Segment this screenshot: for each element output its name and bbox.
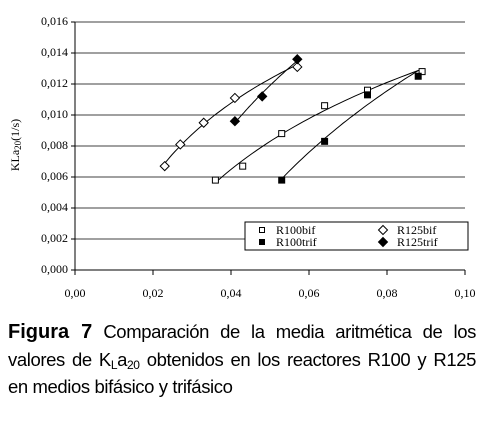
- x-tick-label: 0,06: [299, 286, 320, 300]
- caption-text: a: [117, 349, 127, 370]
- trend-line: [234, 60, 298, 124]
- point: [321, 102, 329, 110]
- x-tick-label: 0,08: [377, 286, 398, 300]
- point: [292, 61, 303, 73]
- legend-label: R125trif: [397, 235, 438, 249]
- y-label-unit: (1/s): [8, 119, 22, 141]
- x-tick-label: 0,04: [221, 286, 242, 300]
- y-label-main: KLa: [8, 149, 22, 171]
- legend-marker: [259, 239, 265, 245]
- legend-marker: [377, 236, 389, 248]
- caption-sub: 20: [127, 358, 140, 372]
- x-tick-label: 0,02: [143, 286, 164, 300]
- legend-label: R125bif: [397, 223, 436, 237]
- point: [229, 115, 241, 127]
- caption-label: Figura 7: [8, 321, 93, 343]
- legend-label: R100bif: [276, 223, 315, 237]
- x-tick-label: 0,10: [455, 286, 476, 300]
- y-tick-label: 0,012: [41, 76, 68, 90]
- y-tick-label: 0,016: [41, 14, 68, 28]
- point: [198, 117, 209, 128]
- y-tick-label: 0,006: [41, 169, 68, 183]
- caption-text: Comparación de la media aritmética de lo…: [8, 321, 476, 370]
- point: [414, 72, 422, 80]
- caption: Figura 7 Comparación de la media aritmét…: [8, 318, 476, 400]
- point: [159, 160, 170, 172]
- y-tick-label: 0,002: [41, 231, 68, 245]
- point: [239, 162, 247, 170]
- y-axis-label: KLa20(1/s): [8, 119, 23, 171]
- y-label-sub: 20: [13, 140, 23, 150]
- point: [321, 137, 329, 145]
- y-tick-label: 0,014: [41, 45, 68, 59]
- point: [418, 68, 426, 76]
- chart: KLa20(1/s) 0,000 0,002 0,004 0,006 0,008 0,01…: [8, 14, 476, 300]
- caption-text: obtenidos en los reactores R100 y R125 e…: [8, 349, 476, 397]
- point: [229, 92, 241, 104]
- x-tick-label: 0,00: [65, 286, 86, 300]
- caption-sub: L: [110, 358, 118, 372]
- legend-marker: [377, 224, 389, 236]
- y-tick-label: 0,008: [41, 138, 68, 152]
- legend-marker: [259, 227, 265, 233]
- point: [211, 176, 219, 184]
- point: [256, 91, 268, 102]
- legend-label: R100trif: [276, 235, 317, 249]
- point: [292, 53, 303, 65]
- point: [175, 139, 186, 150]
- trend-line: [164, 64, 298, 164]
- point: [278, 176, 286, 184]
- point: [278, 130, 286, 138]
- trend-line: [215, 68, 423, 183]
- legend-box: [244, 221, 469, 251]
- y-tick-label: 0,010: [41, 107, 68, 121]
- point: [364, 91, 371, 99]
- y-tick-label: 0,000: [41, 262, 68, 276]
- y-tick-label: 0,004: [41, 200, 68, 214]
- trend-line: [281, 70, 419, 180]
